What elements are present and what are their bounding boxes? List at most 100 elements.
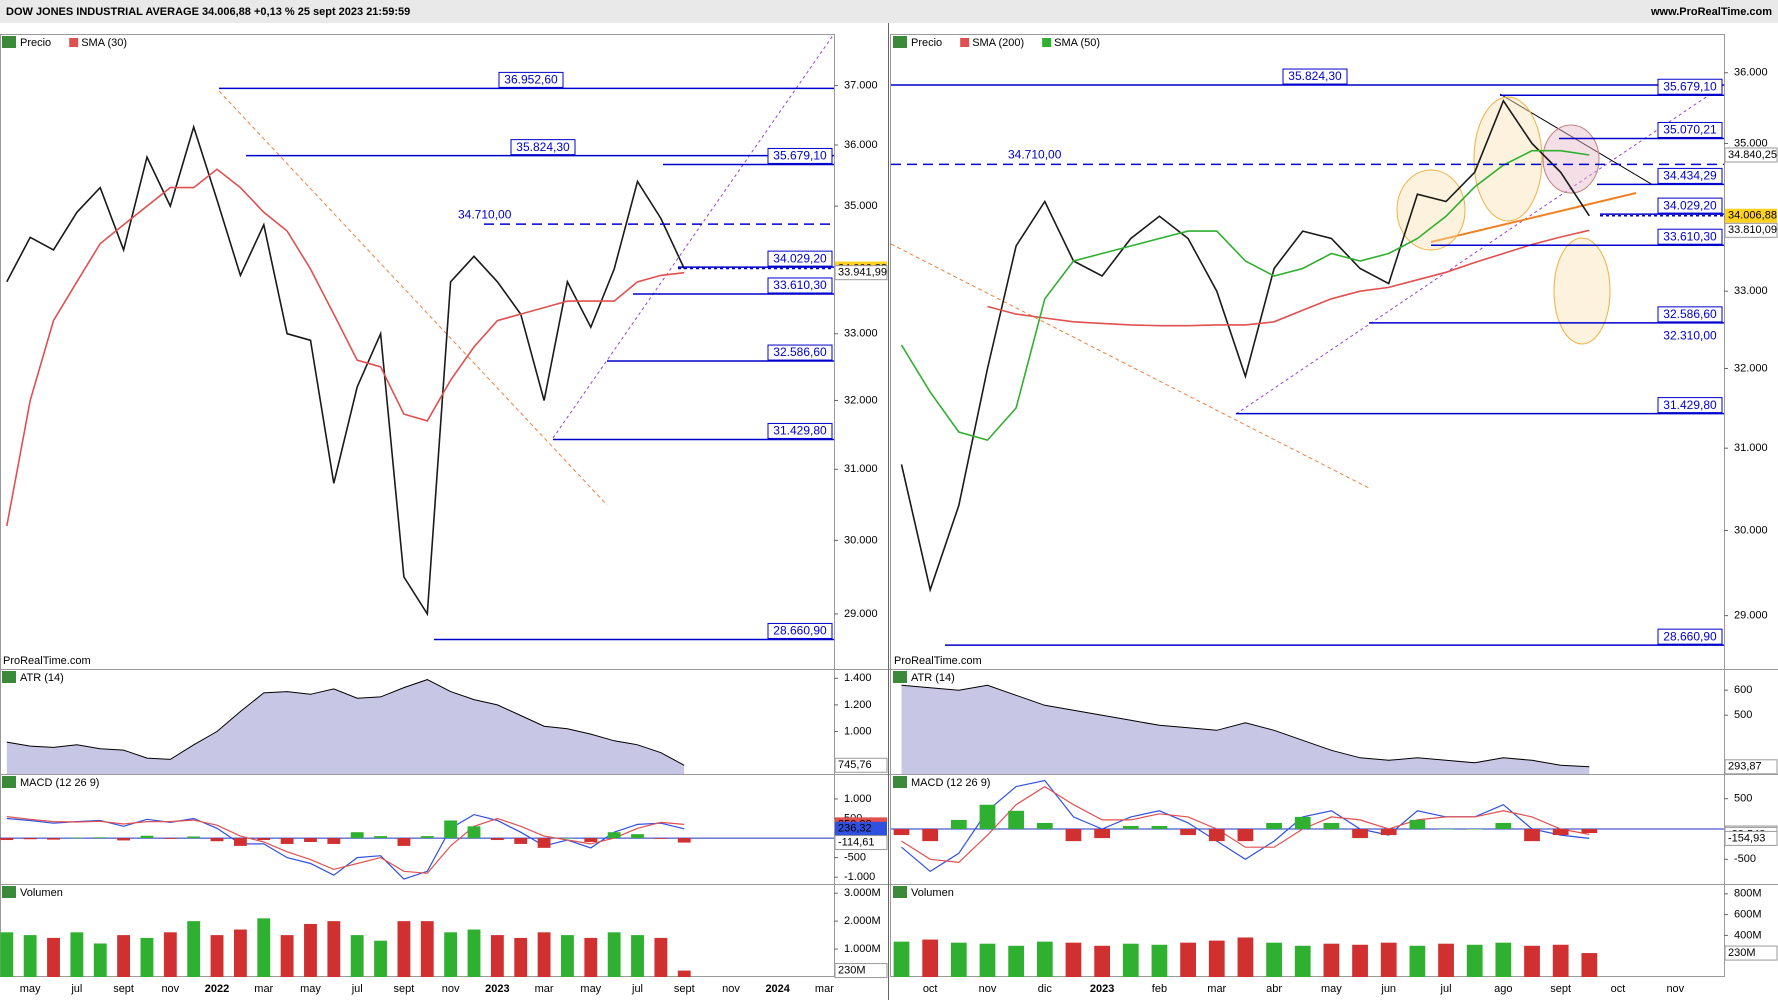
line [6, 816, 685, 874]
bar [1294, 816, 1311, 829]
x-tick-label: sept [394, 983, 415, 995]
bar [117, 838, 131, 841]
x-tick-label: feb [1152, 983, 1167, 995]
bar [1151, 825, 1168, 829]
bar [537, 838, 551, 848]
panel: 1.000M 2.000M 3.000M 230M Volumen may jul sept n… [0, 886, 888, 995]
line [901, 779, 1590, 873]
last-value-label: 33.810,09 [1728, 224, 1777, 236]
y-tick-label: 2.000M [844, 915, 881, 927]
bar [490, 838, 504, 841]
x-tick-label: sept [674, 983, 695, 995]
y-tick-label: 35.000 [1734, 137, 1768, 149]
y-tick-label: 33.000 [1734, 285, 1768, 297]
x-tick-label: jul [70, 983, 82, 995]
legend-swatch [69, 38, 79, 47]
level-label: 32.586,60 [773, 345, 827, 359]
right-frame [890, 34, 1725, 977]
y-tick-label: 36.000 [844, 139, 878, 151]
last-value-box [835, 821, 887, 836]
last-value-box [834, 265, 888, 281]
y-tick-label: 29.000 [844, 608, 878, 620]
x-tick-label: may [1321, 983, 1342, 995]
bar [514, 937, 528, 977]
level-label: 34.710,00 [458, 207, 512, 221]
bar [1524, 945, 1540, 977]
area [901, 685, 1590, 774]
bar [350, 832, 364, 839]
x-tick-label: nov [442, 983, 460, 995]
bar [1208, 940, 1225, 977]
bar [979, 804, 996, 829]
legend-entry: SMA (30) [81, 37, 127, 49]
last-value-label: -114,61 [838, 836, 875, 848]
y-tick-label: 30.000 [844, 534, 878, 546]
bar [23, 935, 37, 977]
level-box [1657, 197, 1723, 214]
bar [1065, 942, 1082, 977]
header-bar [0, 0, 1778, 23]
last-value-box [1724, 222, 1778, 238]
panel-title: Volumen [911, 887, 954, 899]
level-label: 34.029,20 [773, 251, 827, 265]
line [6, 813, 685, 880]
bar [210, 935, 224, 977]
bar [1266, 942, 1282, 977]
last-value-box [1724, 945, 1778, 961]
level-label: 34.029,20 [1663, 198, 1717, 212]
bar [47, 937, 60, 977]
bar [654, 838, 668, 839]
last-value-label: 236,32 [838, 823, 872, 835]
legend-entry: SMA (200) [972, 37, 1024, 49]
x-tick-label: jun [1380, 983, 1396, 995]
x-tick-label: nov [1666, 983, 1684, 995]
y-tick-label: 600 [1734, 684, 1752, 696]
y-tick-label: 1.400 [844, 672, 872, 684]
y-tick-label: -500 [1734, 853, 1756, 865]
level-box [510, 139, 576, 156]
y-tick-label: 1.000 [844, 793, 872, 805]
last-value-box [834, 757, 888, 773]
x-tick-label: mar [535, 983, 554, 995]
last-value-label: -154,93 [1728, 832, 1765, 844]
level-label: 35.679,10 [773, 149, 827, 163]
level-box [1657, 121, 1723, 138]
bar [1581, 829, 1598, 834]
x-tick-label: may [300, 983, 321, 995]
y-tick-label: 1.200 [844, 699, 872, 711]
last-value-label: 230M [838, 964, 866, 976]
last-value-label: 293,87 [1728, 761, 1762, 773]
bar [93, 943, 107, 977]
bar [1438, 829, 1454, 830]
bar [1466, 944, 1483, 977]
bar [187, 921, 201, 977]
y-tick-label: 37.000 [844, 80, 878, 92]
x-tick-label: abr [1266, 983, 1282, 995]
bar [893, 829, 910, 836]
level-label: 28.660,90 [773, 624, 827, 638]
highlight-ellipse [1396, 169, 1466, 251]
highlight-ellipse [1473, 96, 1543, 222]
y-tick-label: 1.000 [844, 725, 872, 737]
line [987, 229, 1590, 327]
bar [233, 838, 247, 846]
level-box [1657, 228, 1723, 245]
y-tick-label: 600M [1734, 908, 1762, 920]
panel-title: ATR (14) [911, 672, 955, 684]
bar [467, 826, 481, 839]
highlight-ellipse [1542, 124, 1600, 194]
bar [47, 838, 60, 840]
bar [1122, 825, 1139, 829]
trend-line [1499, 93, 1654, 186]
legend-box [893, 671, 907, 683]
bar [584, 838, 598, 842]
bar [979, 943, 996, 977]
bar [1552, 944, 1569, 977]
bar [70, 837, 84, 839]
bar [1581, 953, 1598, 977]
bar [280, 935, 294, 977]
bar [950, 942, 967, 977]
x-tick-label: sept [113, 983, 134, 995]
